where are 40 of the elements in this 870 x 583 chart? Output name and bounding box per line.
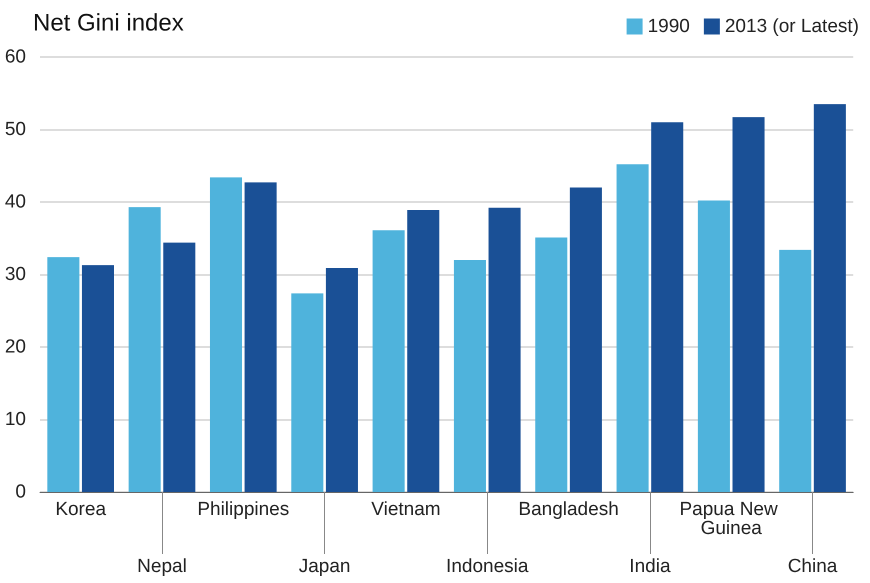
bar: [616, 164, 649, 492]
bar: [47, 257, 80, 492]
bar: [291, 293, 324, 492]
bar: [326, 268, 358, 492]
bar: [372, 230, 405, 492]
bar: [732, 117, 765, 492]
bar: [779, 250, 812, 492]
bar: [163, 242, 196, 492]
y-tick-label: 10: [4, 409, 26, 430]
y-tick-label: 0: [15, 482, 26, 502]
x-tick-label: Philippines: [197, 499, 290, 520]
x-tick-label: Indonesia: [446, 556, 529, 577]
x-tick-label: Vietnam: [371, 499, 441, 520]
bar: [407, 210, 440, 492]
y-tick-label: 20: [4, 336, 26, 358]
y-tick-label: 40: [4, 192, 26, 212]
bar: [570, 188, 602, 492]
x-tick-label: Papua New Guinea: [679, 499, 783, 539]
x-tick-label: India: [629, 556, 671, 577]
bar: [244, 182, 277, 492]
bar: [651, 122, 684, 492]
x-tick-label: Korea: [55, 499, 106, 520]
chart-title: Net Gini index: [33, 10, 184, 36]
bar: [454, 260, 486, 492]
bar: [488, 208, 521, 492]
x-tick-label: Japan: [298, 556, 351, 577]
legend-label: 2013 (or Latest): [724, 16, 860, 37]
y-tick-label: 50: [4, 119, 26, 140]
x-tick-label: China: [788, 556, 838, 577]
x-tick-label: Bangladesh: [518, 499, 619, 520]
bar: [210, 177, 242, 492]
y-tick-label: 60: [4, 46, 26, 68]
bar: [814, 104, 846, 492]
x-tick-label: Nepal: [137, 556, 187, 577]
bar: [698, 200, 730, 492]
bar: [82, 265, 114, 492]
legend-label: 1990: [648, 16, 690, 37]
bar: [128, 207, 161, 492]
bar: [535, 238, 568, 492]
y-tick-label: 30: [4, 264, 26, 285]
